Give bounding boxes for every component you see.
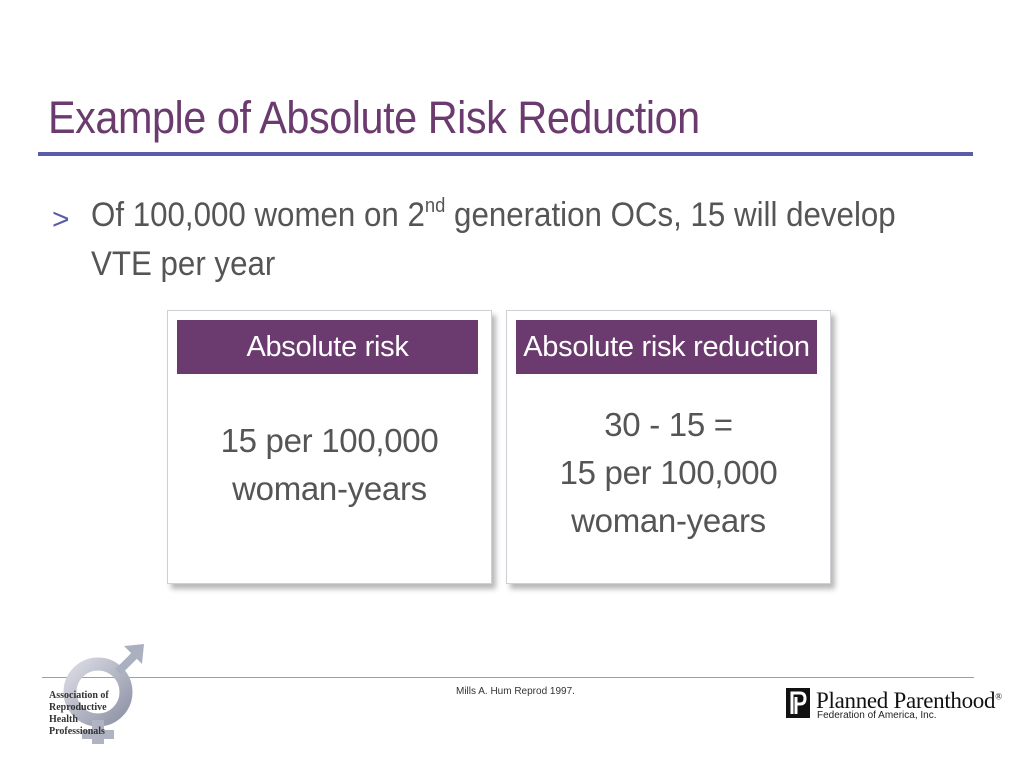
bullet-superscript: nd	[424, 195, 446, 217]
card-body-line: 15 per 100,000	[559, 454, 778, 491]
arhp-line: Professionals	[49, 726, 105, 737]
title-divider	[38, 152, 973, 156]
pp-registered-mark: ®	[995, 691, 1002, 702]
card-body: 15 per 100,000 woman-years	[168, 417, 491, 513]
card-body: 30 - 15 = 15 per 100,000 woman-years	[507, 401, 830, 545]
card-body-line: woman-years	[232, 470, 427, 507]
absolute-risk-card: Absolute risk 15 per 100,000 woman-years	[167, 310, 492, 584]
arhp-logo-text: Association of Reproductive Health Profe…	[49, 690, 109, 738]
pp-name-text: Planned Parenthood	[816, 688, 996, 713]
arhp-line: Reproductive	[49, 702, 107, 713]
card-body-line: 15 per 100,000	[220, 422, 439, 459]
arhp-line: Association of	[49, 690, 109, 701]
planned-parenthood-p-icon	[786, 688, 810, 718]
card-body-line: woman-years	[571, 502, 766, 539]
card-body-line: 30 - 15 =	[604, 406, 733, 443]
card-header: Absolute risk	[177, 320, 478, 374]
bullet-text-after: generation OCs, 15 will develop VTE per …	[91, 196, 896, 283]
slide-title: Example of Absolute Risk Reduction	[48, 92, 700, 143]
bullet-text: Of 100,000 women on 2nd generation OCs, …	[91, 193, 901, 286]
arhp-line: Health	[49, 714, 78, 725]
planned-parenthood-subtitle: Federation of America, Inc.	[817, 710, 937, 721]
gender-symbol-logo-icon	[63, 644, 144, 744]
footer-divider	[42, 677, 974, 678]
bullet-text-before: Of 100,000 women on 2	[91, 196, 425, 234]
card-header: Absolute risk reduction	[516, 320, 817, 374]
bullet-marker: >	[52, 203, 70, 236]
citation: Mills A. Hum Reprod 1997.	[456, 686, 575, 697]
absolute-risk-reduction-card: Absolute risk reduction 30 - 15 = 15 per…	[506, 310, 831, 584]
planned-parenthood-name: Planned Parenthood®	[816, 688, 1002, 714]
